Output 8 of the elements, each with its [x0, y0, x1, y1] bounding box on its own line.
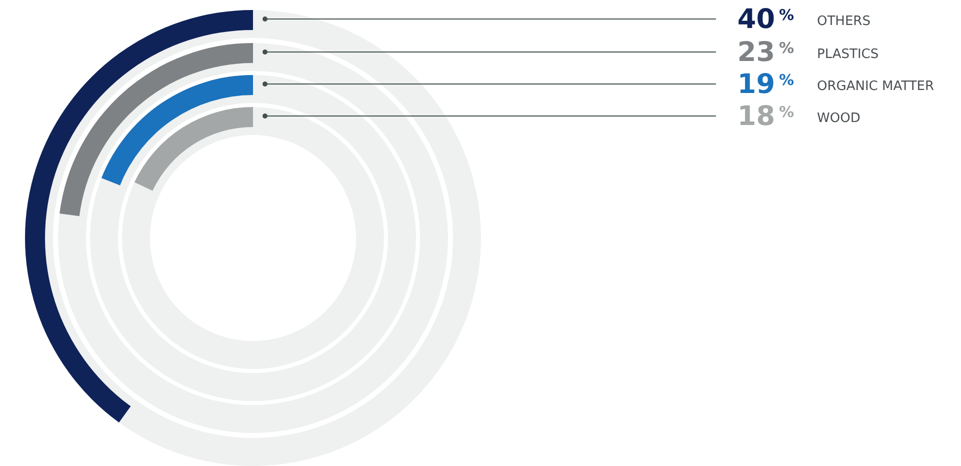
data-label: 19%: [737, 69, 794, 100]
category-label: ORGANIC MATTER: [817, 79, 934, 94]
category-label: WOOD: [817, 111, 860, 126]
data-label: 23%: [737, 37, 794, 68]
category-label: PLASTICS: [817, 47, 879, 62]
data-label: 18%: [737, 101, 794, 132]
data-label: 40%: [737, 4, 794, 35]
category-label: OTHERS: [817, 14, 870, 29]
